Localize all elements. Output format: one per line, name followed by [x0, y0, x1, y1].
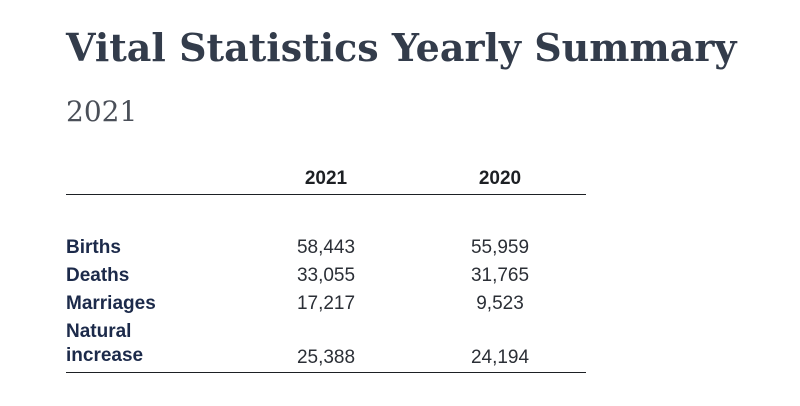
- table-row-marriages: Marriages 17,217 9,523: [66, 292, 586, 320]
- natural-increase-2021-value: 25,388: [296, 347, 356, 368]
- births-2021-value: 58,443: [296, 237, 356, 258]
- stats-table: 2021 2020 Births 58,443 55,959 Deaths 33…: [66, 160, 586, 373]
- table-row-natural-increase: Natural increase 25,388 24,194: [66, 320, 586, 373]
- row-label-marriages: Marriages: [66, 293, 156, 314]
- row-label-natural-increase-line1: Natural: [66, 321, 132, 342]
- table-header-row: 2021 2020: [66, 160, 586, 195]
- row-label-natural-increase-line2: increase: [66, 345, 144, 366]
- row-label-deaths: Deaths: [66, 265, 130, 286]
- marriages-2021-value: 17,217: [296, 293, 356, 314]
- deaths-2020-value: 31,765: [470, 265, 530, 286]
- births-2020-value: 55,959: [470, 237, 530, 258]
- row-label-natural-increase: Natural increase: [66, 320, 216, 368]
- marriages-2020-value: 9,523: [476, 293, 524, 314]
- column-header-2021: 2021: [304, 168, 348, 189]
- page-title: Vital Statistics Yearly Summary: [66, 25, 737, 70]
- row-label-births: Births: [66, 237, 121, 258]
- deaths-2021-value: 33,055: [296, 265, 356, 286]
- natural-increase-2020-value: 24,194: [470, 347, 530, 368]
- column-header-2020: 2020: [478, 168, 522, 189]
- table-row-deaths: Deaths 33,055 31,765: [66, 264, 586, 292]
- page-subtitle: 2021: [66, 95, 138, 128]
- table-row-births: Births 58,443 55,959: [66, 236, 586, 264]
- table-body: Births 58,443 55,959 Deaths 33,055 31,76…: [66, 236, 586, 373]
